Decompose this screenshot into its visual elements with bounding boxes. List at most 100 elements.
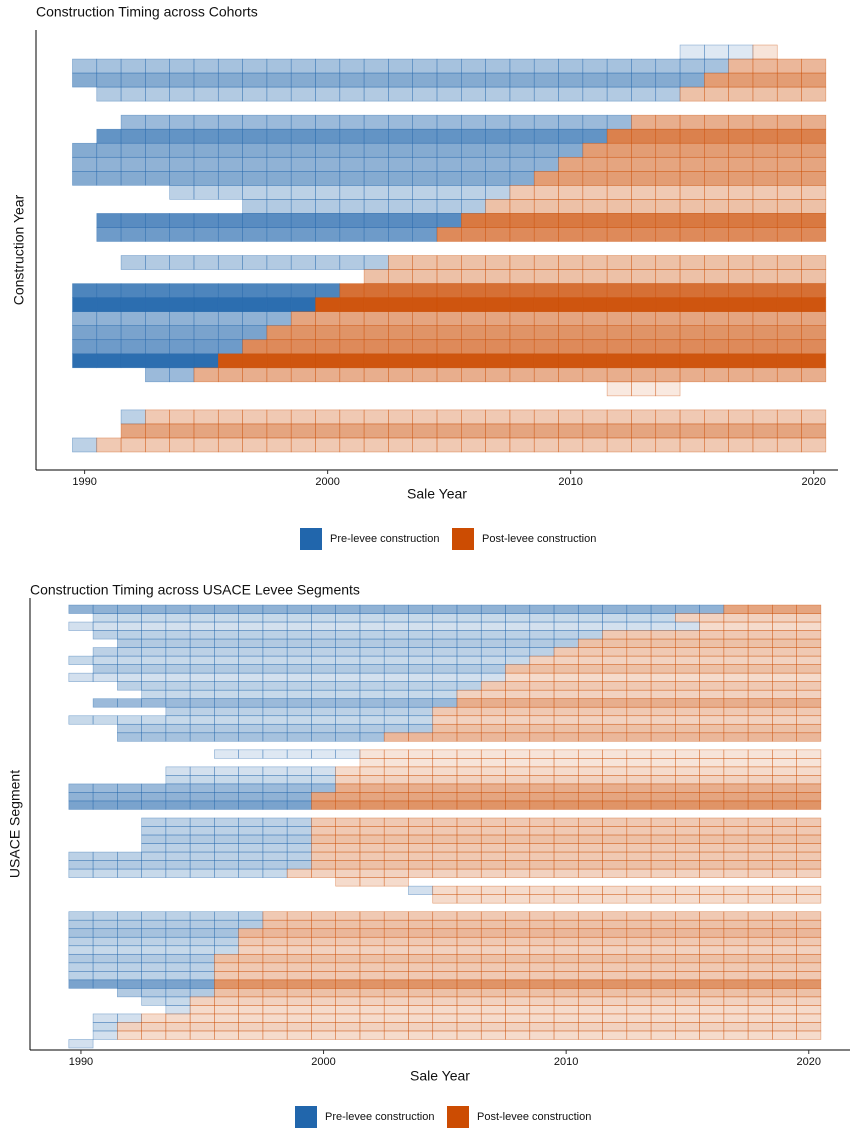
tile	[189, 1005, 215, 1015]
tile	[92, 911, 118, 921]
tile	[242, 72, 268, 88]
tile	[461, 255, 486, 270]
tile	[214, 1030, 239, 1040]
tile	[626, 834, 652, 844]
tile	[290, 339, 316, 355]
tile	[553, 630, 579, 640]
tile	[214, 647, 239, 657]
tile	[772, 1022, 797, 1032]
tile	[165, 630, 191, 640]
tile	[675, 834, 700, 844]
tile	[141, 783, 167, 793]
tile	[626, 749, 652, 759]
tile	[238, 706, 264, 717]
tile	[553, 758, 579, 768]
tile	[796, 715, 822, 725]
tile	[553, 962, 579, 972]
tile	[432, 783, 458, 793]
tile	[189, 911, 215, 921]
tile	[728, 171, 754, 186]
tile	[461, 269, 486, 284]
tile	[141, 630, 167, 640]
tile	[606, 171, 632, 186]
tile	[602, 638, 628, 648]
tile	[558, 311, 584, 326]
tile	[509, 311, 535, 326]
tile	[412, 185, 438, 200]
tile	[193, 409, 219, 425]
tile	[529, 723, 555, 734]
tile	[145, 128, 170, 144]
tile	[286, 706, 312, 717]
tile	[266, 185, 292, 200]
tile	[339, 199, 365, 214]
tile	[699, 996, 725, 1006]
tile	[388, 58, 413, 74]
tile	[214, 706, 239, 717]
x-tick-label: 2010	[558, 476, 582, 488]
tile	[315, 114, 341, 130]
x-tick-label: 2000	[315, 476, 339, 488]
tile	[290, 437, 316, 453]
tile	[339, 437, 365, 453]
tile	[796, 1030, 822, 1040]
tile	[383, 1005, 409, 1015]
tile	[505, 723, 531, 734]
tile	[699, 613, 725, 623]
tile	[655, 437, 681, 453]
tile	[699, 723, 725, 734]
tile	[602, 630, 628, 640]
tile	[383, 843, 409, 853]
tile	[456, 1013, 482, 1023]
tile	[485, 185, 511, 200]
tile	[189, 604, 215, 614]
tile	[796, 919, 822, 930]
tile	[485, 269, 511, 284]
tile	[728, 213, 754, 228]
tile	[655, 213, 681, 228]
tile	[529, 783, 555, 793]
tile	[189, 851, 215, 861]
tile	[772, 894, 797, 904]
tile	[266, 339, 292, 355]
tile	[96, 142, 122, 158]
tile	[335, 723, 361, 734]
tile	[141, 664, 167, 674]
tile	[68, 792, 94, 802]
tile	[582, 86, 608, 102]
tile	[631, 227, 657, 242]
tile	[480, 945, 506, 955]
tile	[456, 681, 482, 691]
tile	[286, 945, 312, 955]
tile	[772, 885, 797, 895]
tile	[412, 409, 438, 425]
tile	[533, 199, 559, 214]
tile	[505, 1022, 531, 1032]
tile	[505, 988, 531, 998]
tile	[141, 919, 167, 930]
tile	[72, 437, 98, 453]
tile	[650, 911, 676, 921]
tile	[214, 851, 239, 861]
tile	[679, 255, 705, 270]
tile	[485, 339, 511, 355]
tile	[747, 1005, 773, 1015]
tile	[480, 851, 506, 861]
tile	[214, 630, 239, 640]
tile	[141, 715, 167, 725]
tile	[432, 1013, 458, 1023]
tile	[120, 171, 146, 186]
tile	[747, 953, 773, 964]
tile	[553, 655, 579, 665]
tile	[655, 381, 681, 397]
tile	[311, 613, 336, 623]
tile	[505, 766, 531, 776]
tile	[315, 142, 341, 158]
tile	[704, 423, 729, 439]
tile	[485, 255, 511, 270]
tile	[480, 732, 506, 742]
tile	[699, 1030, 725, 1040]
tile	[505, 851, 531, 861]
tile	[436, 213, 462, 228]
tile	[214, 928, 239, 938]
